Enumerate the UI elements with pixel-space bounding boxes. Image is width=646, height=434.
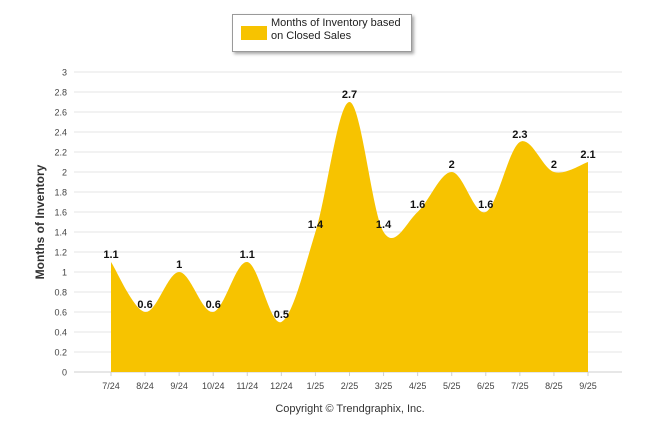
data-label: 0.5 <box>274 309 289 321</box>
y-axis-title: Months of Inventory <box>33 164 47 280</box>
area-series <box>110 101 589 372</box>
x-tick-label: 2/25 <box>341 381 359 391</box>
legend-swatch <box>241 26 267 40</box>
y-tick-label: 2 <box>62 168 67 178</box>
data-label: 2.1 <box>580 149 595 161</box>
y-tick-label: 0 <box>62 368 67 378</box>
data-label: 0.6 <box>206 299 221 311</box>
x-tick-label: 6/25 <box>477 381 495 391</box>
x-tick-label: 1/25 <box>307 381 325 391</box>
x-tick-label: 5/25 <box>443 381 461 391</box>
data-label: 1.4 <box>376 219 392 231</box>
x-tick-label: 11/24 <box>236 381 258 391</box>
y-tick-label: 0.8 <box>54 288 67 298</box>
y-tick-label: 0.2 <box>54 348 67 358</box>
y-tick-label: 1 <box>62 268 67 278</box>
x-tick-label: 12/24 <box>270 381 293 391</box>
x-tick-label: 7/24 <box>102 381 120 391</box>
y-tick-label: 1.2 <box>54 248 67 258</box>
x-tick-label: 8/24 <box>136 381 154 391</box>
x-tick-label: 7/25 <box>511 381 529 391</box>
y-tick-label: 0.6 <box>54 308 67 318</box>
data-label: 0.6 <box>137 299 152 311</box>
y-tick-label: 2.2 <box>54 148 67 158</box>
x-tick-label: 10/24 <box>202 381 225 391</box>
y-tick-label: 2.6 <box>54 108 67 118</box>
legend-label: Months of Inventory based on Closed Sale… <box>271 17 401 42</box>
area-fill <box>111 102 588 372</box>
data-label: 1.6 <box>478 199 493 211</box>
y-tick-label: 0.4 <box>54 328 67 338</box>
x-tick-label: 8/25 <box>545 381 563 391</box>
data-label: 1.6 <box>410 199 425 211</box>
data-labels: 1.1 0.6 1 0.6 1.1 0.5 1.4 2.7 1.4 1.6 2 1.6 2.3 2 2.1 <box>103 89 595 321</box>
y-tick-label: 3 <box>62 68 67 78</box>
y-tick-label: 1.8 <box>54 188 67 198</box>
x-tick-label: 4/25 <box>409 381 427 391</box>
legend: Months of Inventory based on Closed Sale… <box>232 14 412 52</box>
y-axis-ticks: 0 0.2 0.4 0.6 0.8 1 1.2 1.4 1.6 1.8 2 2.2 2.4 2.6 2.8 3 <box>54 68 67 378</box>
data-label: 2 <box>449 159 455 171</box>
x-axis-ticks: 7/24 8/24 9/24 10/24 11/24 12/24 1/25 2/25 3/25 4… <box>102 372 597 391</box>
y-tick-label: 1.4 <box>54 228 67 238</box>
data-label: 1.4 <box>308 219 324 231</box>
x-tick-label: 9/25 <box>579 381 597 391</box>
copyright-text: Copyright © Trendgraphix, Inc. <box>275 403 425 415</box>
y-tick-label: 1.6 <box>54 208 67 218</box>
y-tick-label: 2.4 <box>54 128 67 138</box>
data-label: 2.7 <box>342 89 357 101</box>
data-label: 2.3 <box>512 129 527 141</box>
y-tick-label: 2.8 <box>54 88 67 98</box>
data-label: 1 <box>176 259 182 271</box>
data-label: 1.1 <box>240 249 255 261</box>
data-label: 1.1 <box>103 249 118 261</box>
x-tick-label: 9/24 <box>170 381 188 391</box>
x-tick-label: 3/25 <box>375 381 393 391</box>
data-label: 2 <box>551 159 557 171</box>
